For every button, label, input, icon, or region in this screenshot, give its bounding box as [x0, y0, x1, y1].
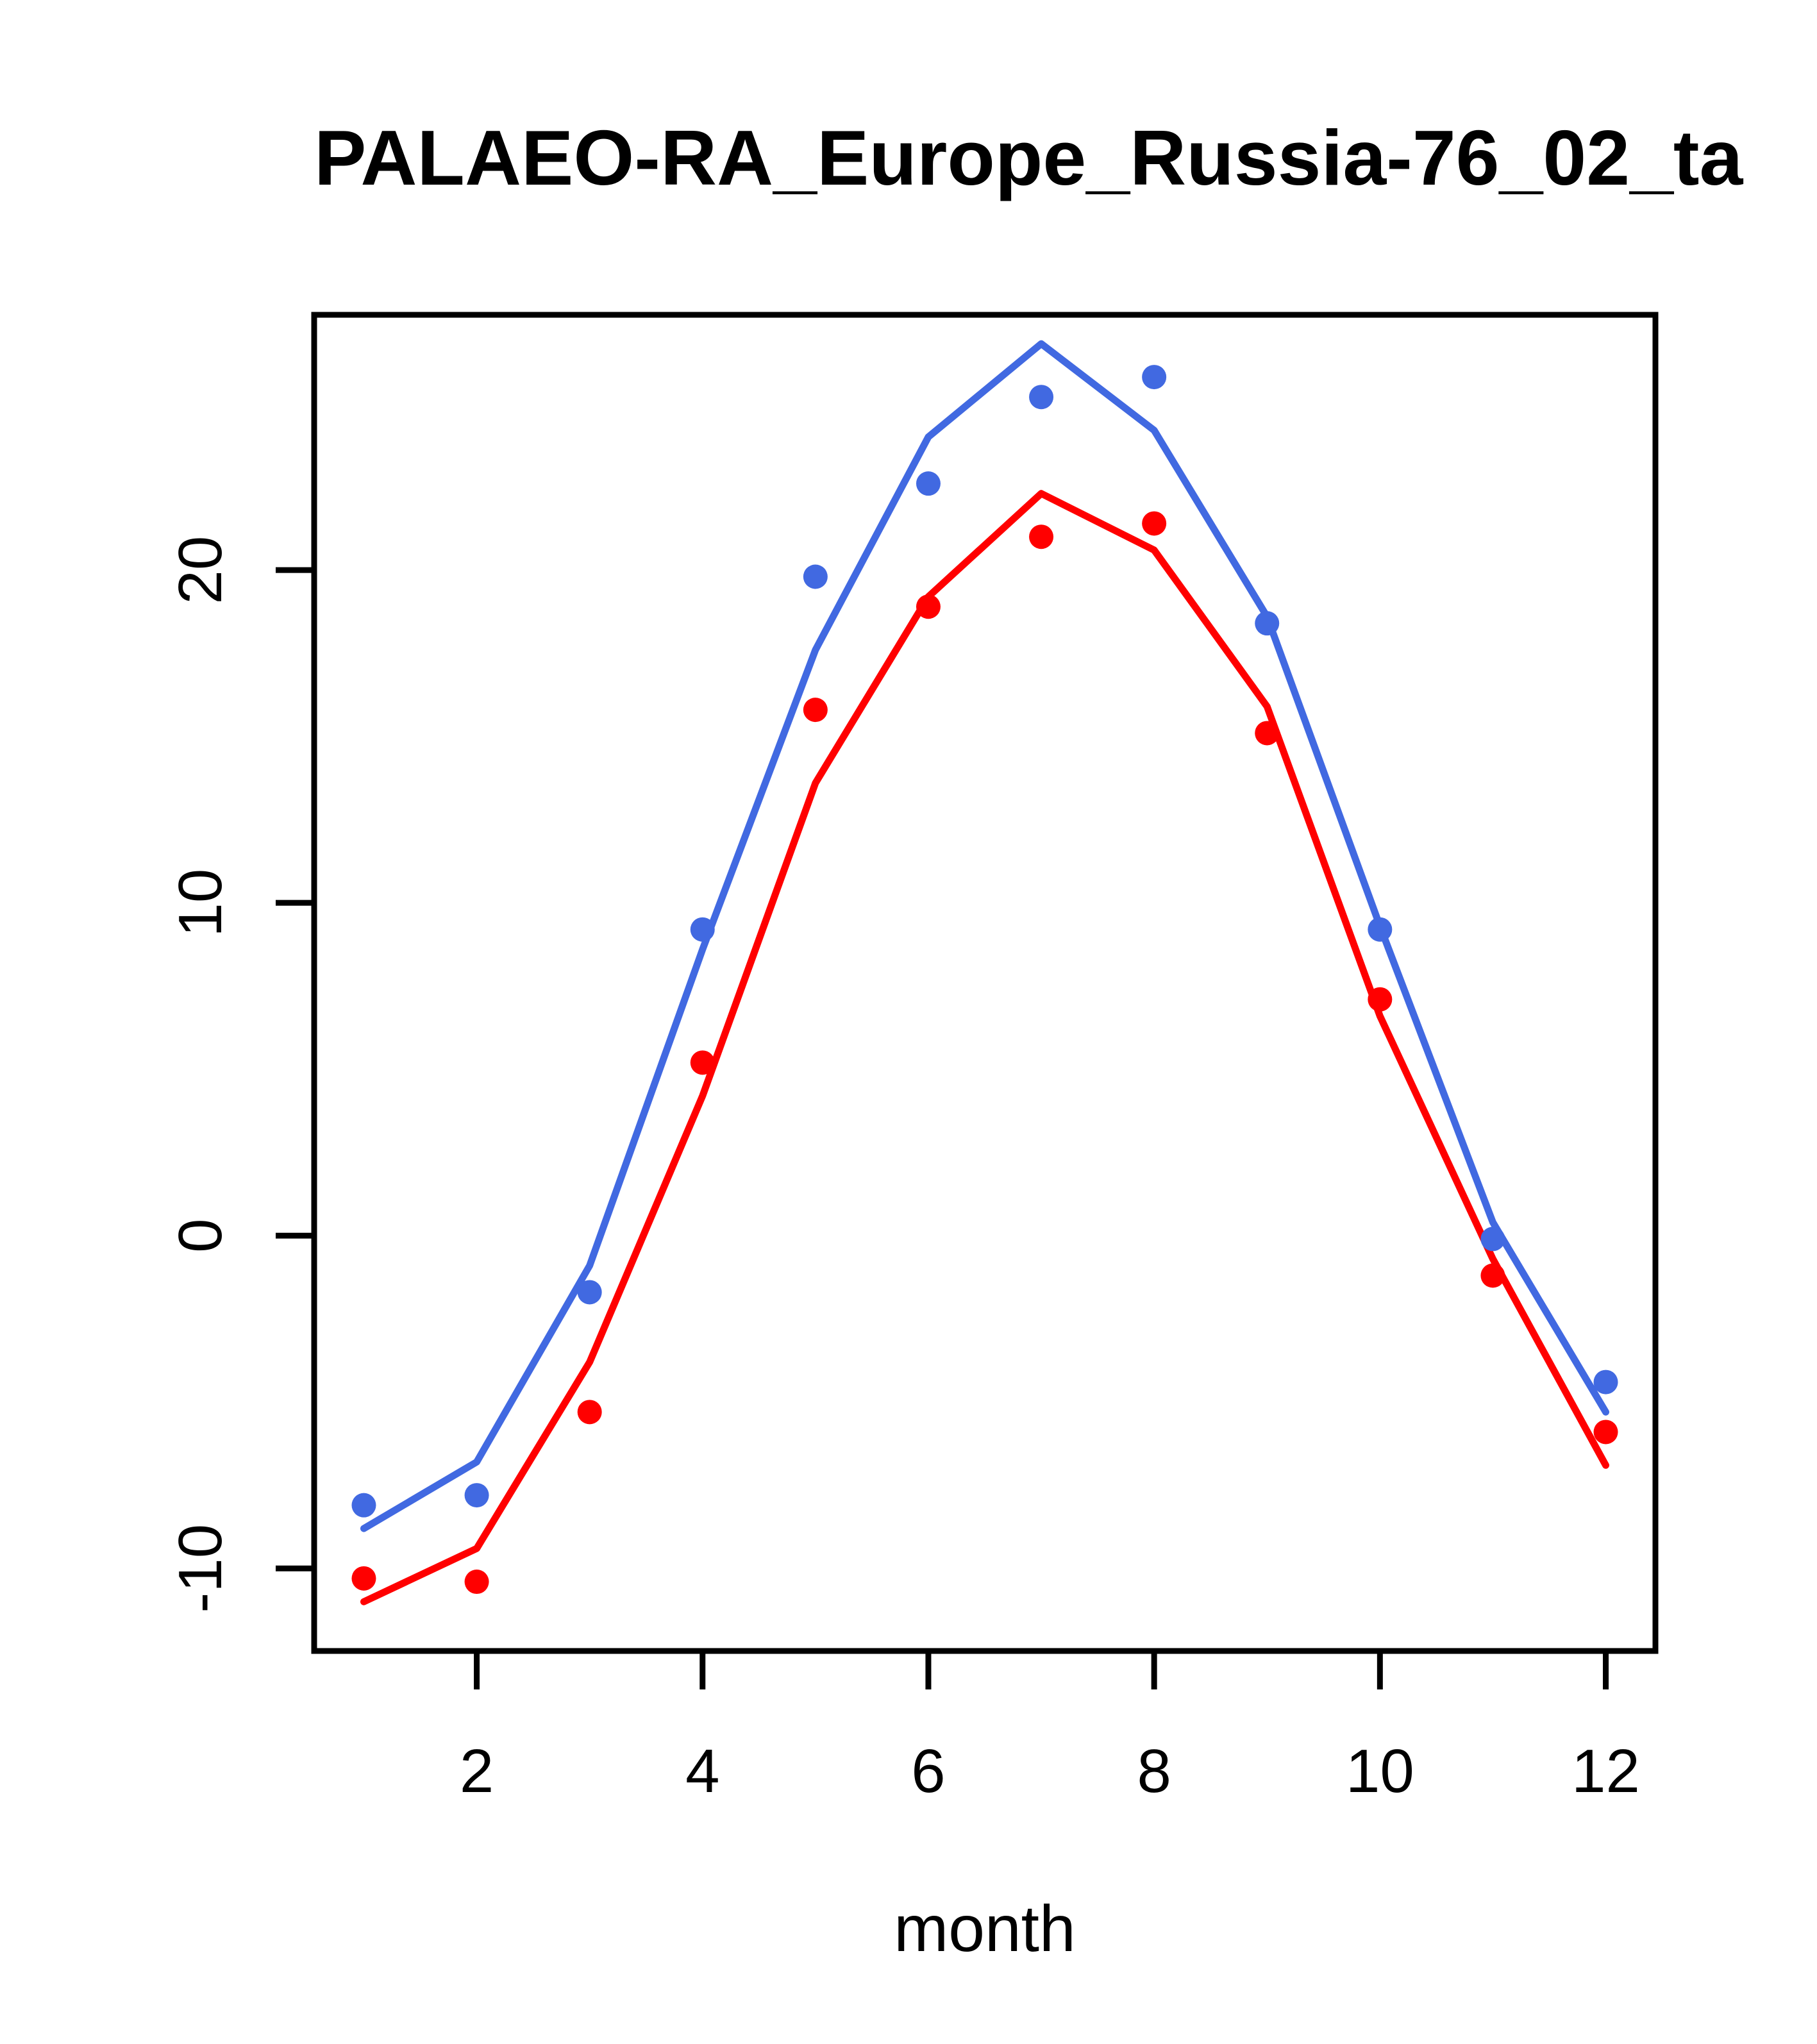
blue-point-series-dot	[916, 471, 941, 496]
blue-point-series-dot	[803, 564, 828, 589]
red-point-series-dot	[690, 1050, 715, 1075]
red-line-series	[360, 490, 1610, 1605]
blue-point-series-dot	[1029, 385, 1054, 410]
red-point-series-dot	[803, 698, 828, 723]
x-tick-label: 2	[460, 1737, 494, 1805]
x-tick-label: 8	[1137, 1737, 1171, 1805]
blue-line-series	[360, 340, 1610, 1532]
x-tick-label: 6	[911, 1737, 945, 1805]
blue-point-series-dot	[690, 917, 715, 942]
blue-point-series-dot	[1368, 917, 1393, 942]
blue-point-series-dot	[351, 1493, 376, 1518]
blue-point-series-dot	[1480, 1227, 1505, 1252]
x-tick-label: 12	[1571, 1737, 1640, 1805]
x-tick-label: 4	[685, 1737, 719, 1805]
red-point-series-dot	[1593, 1420, 1618, 1445]
red-point-series-dot	[1480, 1263, 1505, 1288]
y-tick-label: -10	[166, 1524, 235, 1613]
red-point-series-dot	[577, 1400, 602, 1425]
blue-point-series-dot	[1593, 1370, 1618, 1395]
y-tick-label: 10	[166, 869, 235, 937]
y-tick-label: 0	[166, 1219, 235, 1253]
blue-point-series-dot	[1142, 365, 1167, 390]
blue-point-series-dot	[464, 1483, 489, 1508]
red-point-series-dot	[1255, 721, 1280, 746]
red-point-series-dot	[351, 1566, 376, 1591]
red-point-series-dot	[1368, 987, 1393, 1012]
y-tick-label: 20	[166, 536, 235, 605]
red-point-series-dot	[916, 594, 941, 619]
x-axis-title: month	[894, 1892, 1076, 1965]
x-tick-label: 10	[1346, 1737, 1414, 1805]
plot-frame	[311, 312, 1659, 1654]
chart-title: PALAEO-RA_Europe_Russia-76_02_ta	[314, 114, 1743, 201]
red-point-series-dot	[464, 1570, 489, 1595]
red-point-series-dot	[1142, 511, 1167, 536]
blue-point-series-dot	[577, 1280, 602, 1305]
blue-point-series-dot	[1255, 611, 1280, 636]
red-point-series-dot	[1029, 524, 1054, 549]
